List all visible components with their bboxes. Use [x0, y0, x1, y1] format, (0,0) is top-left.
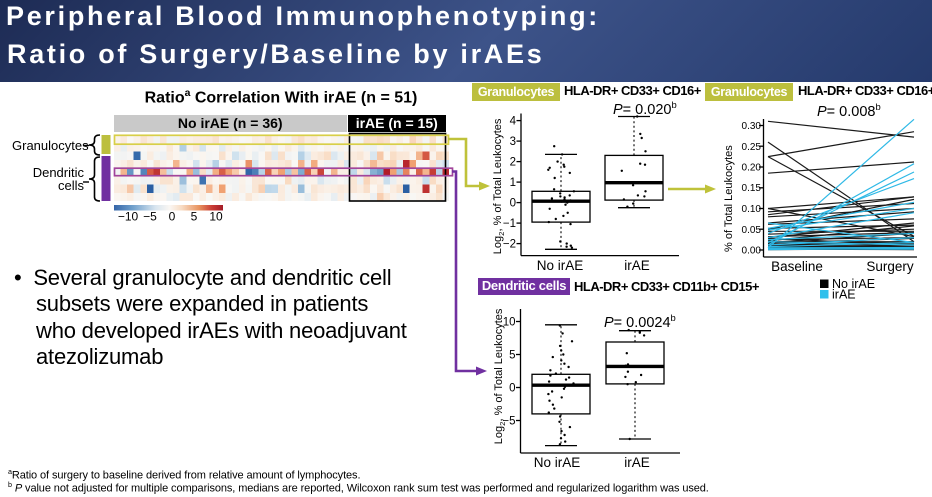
svg-text:−2: −2 — [503, 239, 516, 251]
svg-text:0.05: 0.05 — [742, 225, 762, 236]
svg-text:0: 0 — [510, 198, 516, 210]
svg-text:5: 5 — [509, 350, 515, 362]
svg-text:0: 0 — [509, 383, 515, 395]
svg-text:−5: −5 — [502, 416, 515, 428]
svg-text:0.30: 0.30 — [742, 121, 762, 132]
svg-text:No irAE: No irAE — [832, 277, 875, 291]
svg-text:irAE: irAE — [624, 455, 650, 470]
svg-text:3: 3 — [510, 136, 516, 148]
svg-text:0.15: 0.15 — [742, 183, 762, 194]
svg-text:Surgery: Surgery — [866, 259, 914, 274]
svg-text:4: 4 — [510, 116, 517, 128]
svg-text:0.20: 0.20 — [742, 163, 762, 174]
svg-text:−5: −5 — [143, 210, 157, 224]
svg-text:1: 1 — [510, 177, 516, 189]
svg-text:irAE: irAE — [832, 288, 856, 302]
svg-text:irAE: irAE — [624, 258, 650, 273]
svg-text:0.25: 0.25 — [742, 142, 762, 153]
svg-text:0: 0 — [169, 210, 176, 224]
svg-text:2: 2 — [510, 157, 516, 169]
svg-text:0.00: 0.00 — [742, 246, 762, 257]
svg-text:−10: −10 — [118, 210, 139, 224]
svg-text:No irAE: No irAE — [534, 455, 581, 470]
svg-text:10: 10 — [209, 210, 223, 224]
svg-text:No irAE: No irAE — [537, 258, 584, 273]
svg-text:Baseline: Baseline — [771, 259, 823, 274]
svg-text:−1: −1 — [503, 218, 516, 230]
svg-text:0.10: 0.10 — [742, 204, 762, 215]
svg-text:5: 5 — [191, 210, 198, 224]
svg-text:10: 10 — [503, 317, 516, 329]
